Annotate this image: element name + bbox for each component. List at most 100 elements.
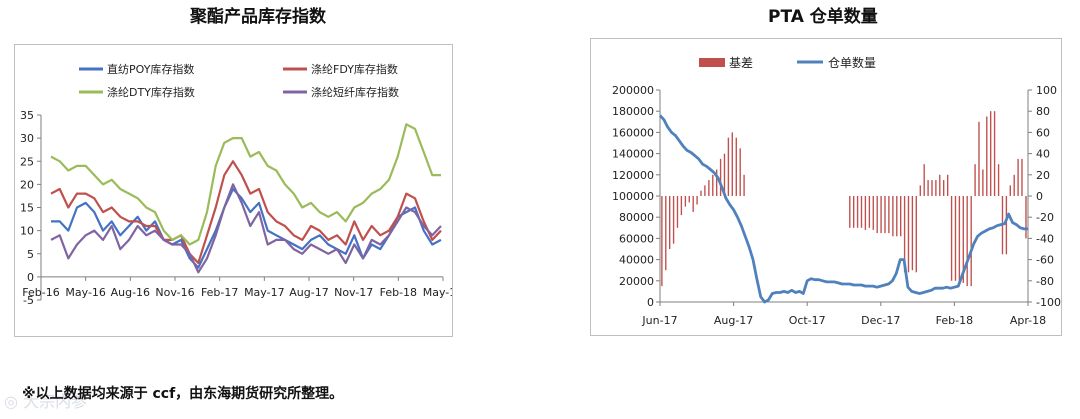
right-y-tick-label: 100 [1036, 84, 1057, 97]
basis-bar [868, 196, 871, 228]
left-y-tick-label: 100000 [612, 190, 654, 203]
basis-bar [731, 132, 733, 196]
basis-bar [739, 148, 741, 196]
x-tick-label: Dec-17 [861, 314, 900, 327]
basis-bar [986, 116, 988, 196]
pta-warehouse-receipt-chart: 0 20000 40000 60000 80000 100000 120000 140000 1… [590, 38, 1062, 336]
basis-bar [856, 196, 859, 228]
y-tick-label: 25 [20, 155, 34, 168]
y-tick-label: 30 [20, 132, 34, 145]
basis-bar [919, 185, 921, 196]
basis-bar [892, 196, 894, 237]
right-y-tick-label: -60 [1036, 254, 1054, 267]
basis-bar [970, 196, 972, 287]
basis-bar [672, 196, 675, 244]
x-tick-label: May-18 [423, 286, 452, 299]
basis-bar [907, 196, 910, 273]
basis-bar [958, 196, 961, 283]
basis-bar [884, 196, 886, 234]
x-tick-label: Nov-16 [155, 286, 194, 299]
basis-bar [931, 180, 933, 196]
polyester-inventory-chart-svg: -5 0 5 10 15 20 25 30 35 Feb-16 May-16 Aug-16 Nov-16… [20, 62, 452, 307]
basis-bar [978, 121, 980, 196]
legend-label: 直纺POY库存指数 [107, 62, 194, 76]
legend-label: 涤纶短纤库存指数 [311, 85, 399, 99]
series-line [50, 160, 442, 265]
basis-bar [849, 196, 851, 228]
basis-bar [864, 196, 867, 230]
legend-swatch-basis [699, 58, 725, 67]
receipt-count-line [658, 114, 1028, 304]
legend-label: 涤纶DTY库存指数 [107, 85, 195, 99]
basis-bar [954, 196, 957, 281]
basis-bar [880, 196, 882, 234]
x-tick-label: Feb-18 [380, 286, 417, 299]
x-tick-label: Feb-18 [936, 314, 973, 327]
basis-bar [700, 190, 702, 196]
basis-bar [997, 164, 1000, 196]
series-line [51, 187, 442, 269]
basis-bar [719, 158, 722, 196]
x-tick-label: May-17 [244, 286, 285, 299]
legend-label: 涤纶FDY库存指数 [311, 62, 398, 76]
basis-bar [990, 111, 992, 196]
watermark-logo-icon: ◎ [4, 392, 18, 411]
basis-bar [688, 196, 690, 203]
right-y-tick-label: 0 [1036, 190, 1043, 203]
pta-warehouse-receipt-chart-svg: 0 20000 40000 60000 80000 100000 120000 140000 1… [612, 55, 1061, 327]
left-y-tick-label: 20000 [619, 275, 654, 288]
left-y-tick-label: 80000 [619, 211, 654, 224]
x-tick-label: Nov-17 [334, 286, 373, 299]
right-y-tick-label: 20 [1036, 169, 1050, 182]
left-y-tick-label: 180000 [612, 105, 654, 118]
legend-label-receipts: 仓单数量 [828, 55, 876, 70]
basis-bar [900, 196, 902, 237]
left-y-tick-label: 140000 [612, 148, 654, 161]
basis-bar [911, 196, 914, 271]
basis-bar [692, 196, 694, 212]
chart-title-pta-warehouse-receipts: PTA 仓单数量 [768, 7, 878, 27]
x-tick-label: Oct-17 [789, 314, 826, 327]
x-tick-label: Aug-16 [111, 286, 150, 299]
basis-bar [1013, 174, 1015, 196]
basis-bar [1025, 196, 1027, 239]
basis-bar [696, 196, 698, 205]
basis-bar [676, 196, 679, 228]
right-y-tick-label: -80 [1036, 275, 1054, 288]
basis-bar [935, 180, 937, 196]
x-tick-label: May-16 [65, 286, 106, 299]
basis-bar [927, 180, 929, 196]
basis-bar [923, 164, 925, 196]
left-y-tick-label: 0 [647, 296, 654, 309]
basis-bar [708, 180, 710, 196]
x-tick-label: Feb-17 [201, 286, 238, 299]
y-tick-label: 20 [20, 178, 34, 191]
basis-bar [888, 196, 890, 234]
left-y-tick-label: 120000 [612, 169, 654, 182]
watermark-label: 大宗内参 [23, 392, 88, 411]
right-y-tick-label: 60 [1036, 126, 1050, 139]
y-tick-label: -5 [23, 294, 34, 307]
right-y-tick-label: -40 [1036, 232, 1054, 245]
right-y-tick-label: -100 [1036, 296, 1061, 309]
chart-title-polyester-inventory: 聚酯产品库存指数 [190, 7, 326, 27]
left-y-tick-label: 60000 [619, 232, 654, 245]
x-tick-label: Aug-17 [714, 314, 753, 327]
basis-bar [993, 111, 996, 196]
polyester-inventory-chart: -5 0 5 10 15 20 25 30 35 Feb-16 May-16 Aug-16 Nov-16… [14, 44, 453, 337]
basis-bar [939, 174, 941, 196]
basis-bar [669, 196, 671, 249]
y-tick-label: 5 [27, 248, 34, 261]
basis-bar [947, 174, 949, 196]
basis-bar [680, 196, 683, 216]
right-y-tick-label: 40 [1036, 148, 1050, 161]
x-tick-label: Jun-17 [641, 314, 677, 327]
left-y-tick-label: 40000 [619, 254, 654, 267]
basis-bar [665, 196, 667, 271]
basis-bar [1005, 196, 1008, 255]
basis-bar [1009, 185, 1011, 196]
x-tick-label: Feb-16 [22, 286, 59, 299]
basis-bar [896, 196, 898, 237]
basis-bar [872, 196, 874, 230]
basis-bar [915, 196, 917, 273]
